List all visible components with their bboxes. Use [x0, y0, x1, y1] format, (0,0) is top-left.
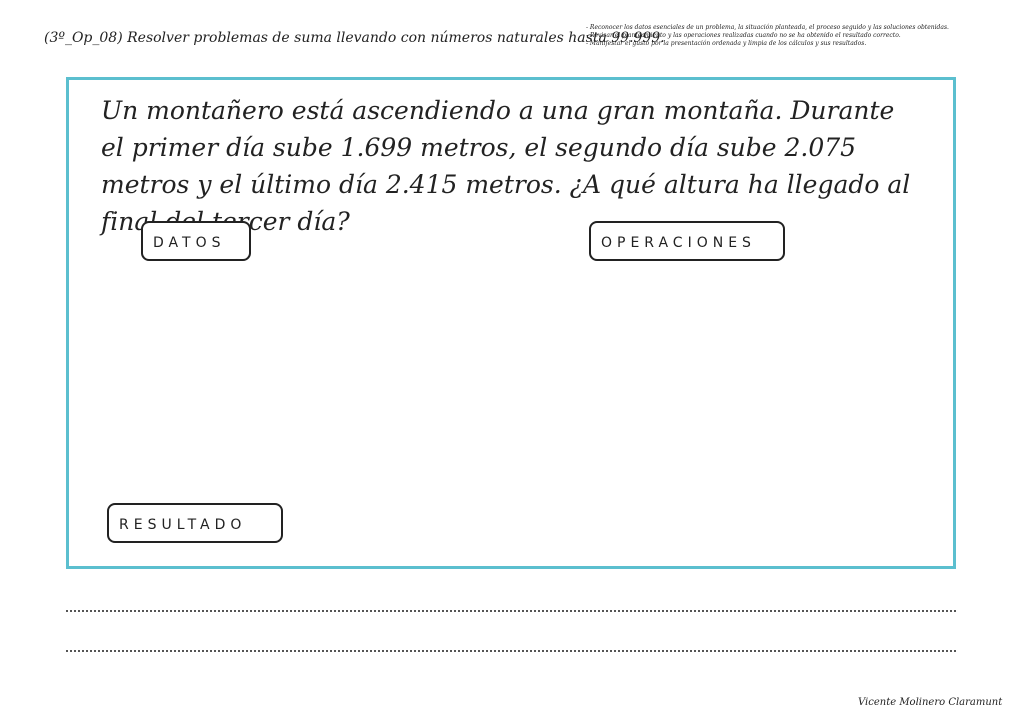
header-title: (3º_Op_08) Resolver problemas de suma ll…	[44, 30, 665, 46]
criterion: - Manifestar el gusto por la presentació…	[586, 40, 867, 47]
criteria: - Reconocer los datos esenciales de un p…	[586, 24, 986, 48]
data-label: DATOS	[141, 221, 251, 261]
answer-line	[66, 610, 956, 612]
answer-line	[66, 650, 956, 652]
problem-box: Un montañero está ascendiendo a una gran…	[66, 77, 956, 569]
criterion: - Revisar el planteamiento y las operaci…	[586, 32, 901, 39]
criterion: - Reconocer los datos esenciales de un p…	[586, 24, 949, 31]
result-label: RESULTADO	[107, 503, 283, 543]
author: Vicente Molinero Claramunt	[858, 697, 1003, 708]
problem-text: Un montañero está ascendiendo a una gran…	[101, 96, 911, 236]
operations-label: OPERACIONES	[589, 221, 785, 261]
